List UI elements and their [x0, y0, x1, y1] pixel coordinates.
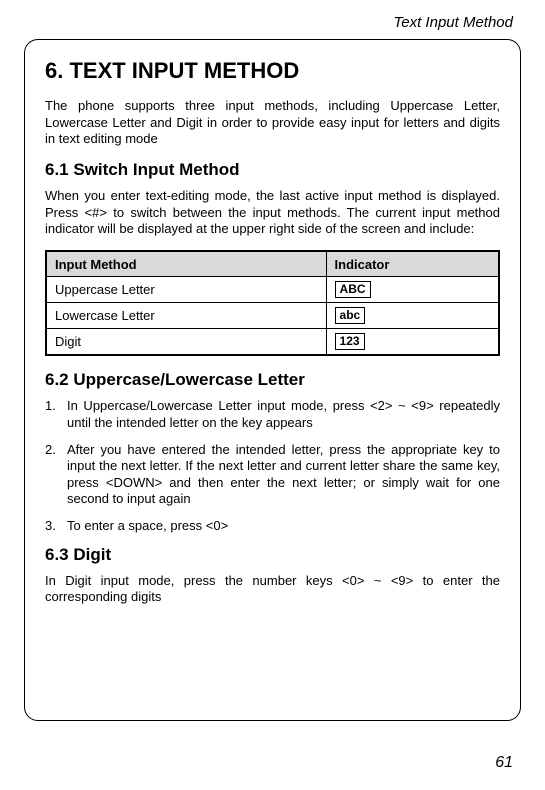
indicator-box: 123	[335, 333, 365, 350]
chapter-title: 6. TEXT INPUT METHOD	[45, 58, 500, 84]
letter-mode-steps: In Uppercase/Lowercase Letter input mode…	[45, 398, 500, 534]
section-heading-digit: 6.3 Digit	[45, 545, 500, 565]
cell-indicator: ABC	[326, 277, 499, 303]
running-header: Text Input Method	[24, 14, 521, 31]
table-header-row: Input Method Indicator	[46, 251, 499, 277]
list-item: To enter a space, press <0>	[45, 518, 500, 535]
section-heading-switch: 6.1 Switch Input Method	[45, 160, 500, 180]
cell-indicator: 123	[326, 329, 499, 356]
col-header-method: Input Method	[46, 251, 326, 277]
cell-method: Digit	[46, 329, 326, 356]
cell-indicator: abc	[326, 303, 499, 329]
intro-paragraph: The phone supports three input methods, …	[45, 98, 500, 148]
cell-method: Uppercase Letter	[46, 277, 326, 303]
list-item: After you have entered the intended lett…	[45, 442, 500, 509]
col-header-indicator: Indicator	[326, 251, 499, 277]
table-row: Digit 123	[46, 329, 499, 356]
content-frame: 6. TEXT INPUT METHOD The phone supports …	[24, 39, 521, 721]
cell-method: Lowercase Letter	[46, 303, 326, 329]
section-digit-paragraph: In Digit input mode, press the number ke…	[45, 573, 500, 606]
section-heading-letter: 6.2 Uppercase/Lowercase Letter	[45, 370, 500, 390]
indicator-box: ABC	[335, 281, 371, 298]
input-method-table: Input Method Indicator Uppercase Letter …	[45, 250, 500, 357]
table-row: Uppercase Letter ABC	[46, 277, 499, 303]
indicator-box: abc	[335, 307, 366, 324]
page-number: 61	[495, 754, 513, 772]
table-row: Lowercase Letter abc	[46, 303, 499, 329]
section-switch-paragraph: When you enter text-editing mode, the la…	[45, 188, 500, 238]
page-container: Text Input Method 6. TEXT INPUT METHOD T…	[0, 0, 545, 790]
list-item: In Uppercase/Lowercase Letter input mode…	[45, 398, 500, 431]
